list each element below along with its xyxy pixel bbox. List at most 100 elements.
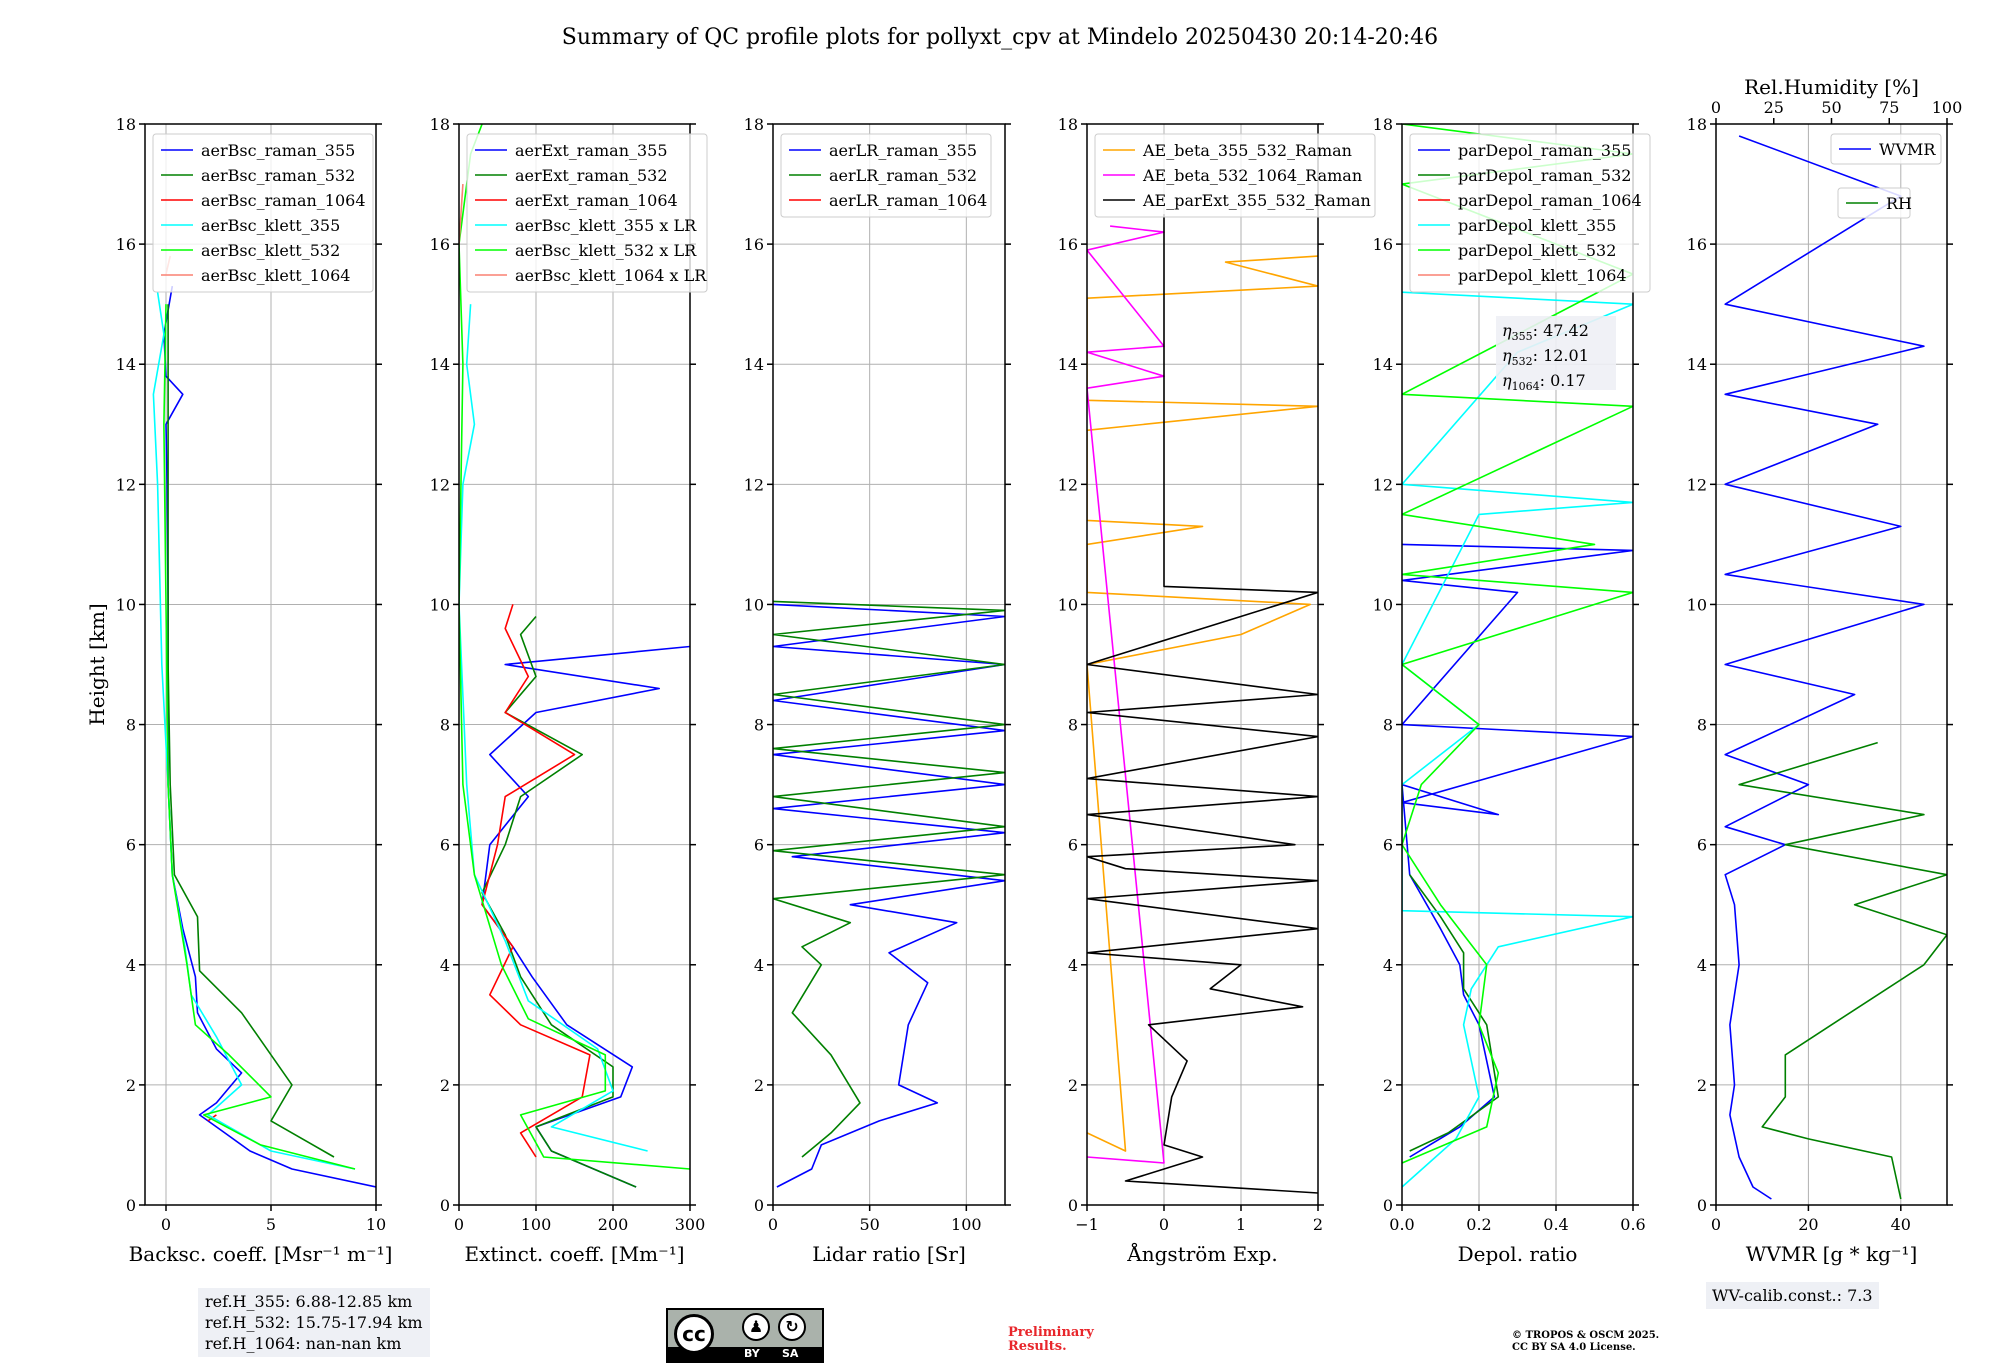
y-tick-label: 18 <box>744 115 764 134</box>
legend-entry: aerExt_raman_1064 <box>515 191 678 210</box>
y-axis-label: Height [km] <box>85 603 109 725</box>
top-x-axis-label: Rel.Humidity [%] <box>1744 75 1919 99</box>
x-axis-label: Backsc. coeff. [Msr⁻¹ m⁻¹] <box>129 1242 393 1266</box>
top-x-tick-label: 100 <box>1932 98 1963 117</box>
y-tick-label: 14 <box>744 355 764 374</box>
x-tick-label: 5 <box>266 1215 276 1234</box>
axes-frame <box>458 123 691 1206</box>
x-tick-label: 200 <box>598 1215 629 1234</box>
y-tick-label: 12 <box>744 475 764 494</box>
y-tick-label: 0 <box>754 1196 764 1215</box>
legend-entry: aerExt_raman_355 <box>515 141 668 160</box>
y-tick-label: 8 <box>754 716 764 735</box>
series-aerBsc_klett_532 <box>163 304 356 1170</box>
x-tick-label: 0 <box>161 1215 171 1234</box>
y-tick-label: 14 <box>1687 355 1707 374</box>
x-tick-label: 100 <box>951 1215 982 1234</box>
y-tick-label: 6 <box>1697 836 1707 855</box>
y-tick-label: 8 <box>1383 716 1393 735</box>
legend-entry: aerBsc_klett_355 <box>201 216 340 235</box>
legend-entry: parDepol_klett_355 <box>1458 216 1616 235</box>
y-tick-label: 18 <box>1058 115 1078 134</box>
legend-box <box>466 133 708 293</box>
series-aerLR_raman_532 <box>773 600 1005 1158</box>
legend-box <box>1409 133 1651 293</box>
x-tick-label: 300 <box>675 1215 706 1234</box>
y-tick-label: 16 <box>430 235 450 254</box>
x-axis-label: Ångström Exp. <box>1126 1241 1277 1266</box>
reference-height-box: ref.H_355: 6.88-12.85 km ref.H_532: 15.7… <box>198 1288 430 1357</box>
legend-entry: aerLR_raman_1064 <box>829 191 987 210</box>
x-tick-label: 0.0 <box>1389 1215 1414 1234</box>
y-tick-label: 0 <box>1383 1196 1393 1215</box>
y-tick-label: 4 <box>1068 956 1078 975</box>
legend-entry: aerLR_raman_532 <box>829 166 977 185</box>
panel-3: 0 2 4 6 8 10 12 14 16 18 0 50 100 Lidar ratio [Sr] aer… <box>744 115 1011 1266</box>
x-tick-label: 0.6 <box>1620 1215 1645 1234</box>
y-tick-label: 4 <box>754 956 764 975</box>
axes-frame <box>1086 123 1319 1206</box>
axes-frame <box>144 123 377 1206</box>
y-tick-label: 10 <box>1373 595 1393 614</box>
y-tick-label: 16 <box>744 235 764 254</box>
y-tick-label: 14 <box>1058 355 1078 374</box>
y-tick-label: 10 <box>116 595 136 614</box>
y-tick-label: 4 <box>126 956 136 975</box>
y-tick-label: 0 <box>1068 1196 1078 1215</box>
eta-symbol: η <box>1502 321 1512 340</box>
x-tick-label: 0 <box>1159 1215 1169 1234</box>
eta-subscript: 355 <box>1512 330 1533 343</box>
series-AE_beta_532_1064_Raman <box>1087 225 1165 1164</box>
sa-share-icon: ↻ <box>778 1313 806 1341</box>
refh-532: ref.H_532: 15.75-17.94 km <box>205 1313 423 1332</box>
series-AE_parExt_355_532_Raman <box>1087 214 1318 1194</box>
sa-label: SA <box>782 1347 799 1360</box>
series-aerBsc_raman_532 <box>167 304 335 1158</box>
series-group <box>1087 214 1318 1194</box>
eta-value: : 47.42 <box>1533 321 1589 340</box>
cc-icon: cc <box>674 1314 714 1354</box>
legend-entry: aerBsc_klett_1064 <box>201 266 350 285</box>
eta-value: : 0.17 <box>1540 371 1586 390</box>
x-tick-label: 1 <box>1236 1215 1246 1234</box>
axes-frame <box>772 123 1006 1206</box>
y-tick-label: 4 <box>440 956 450 975</box>
legend-entry: aerLR_raman_355 <box>829 141 977 160</box>
legend-entry: parDepol_raman_355 <box>1458 141 1631 160</box>
y-tick-label: 2 <box>1068 1076 1078 1095</box>
legend-entry: parDepol_raman_532 <box>1458 166 1631 185</box>
eta-box <box>1496 316 1616 390</box>
panel-5: 0 2 4 6 8 10 12 14 16 18 0.0 0.2 0.4 0.6 Depol. ratio p… <box>1373 115 1651 1266</box>
y-tick-label: 12 <box>1373 475 1393 494</box>
preliminary-line-1: Preliminary <box>1008 1325 1094 1340</box>
series-aerBsc_klett_355 <box>152 292 356 1170</box>
eta-line: η532: 12.01 <box>1502 346 1589 368</box>
wv-calibration-box: WV-calib.const.: 7.3 <box>1706 1282 1879 1309</box>
y-tick-label: 12 <box>430 475 450 494</box>
top-x-tick-label: 25 <box>1764 98 1784 117</box>
x-tick-label: 0 <box>1711 1215 1721 1234</box>
x-axis-label: Depol. ratio <box>1458 1242 1578 1266</box>
x-tick-label: 0 <box>454 1215 464 1234</box>
x-tick-label: 0.4 <box>1543 1215 1568 1234</box>
top-x-tick-label: 75 <box>1879 98 1899 117</box>
legend-entry: aerExt_raman_532 <box>515 166 668 185</box>
y-tick-label: 4 <box>1383 956 1393 975</box>
legend-entry: parDepol_klett_1064 <box>1458 266 1627 285</box>
legend-entry: aerBsc_klett_532 x LR <box>515 241 697 260</box>
x-tick-label: 40 <box>1891 1215 1911 1234</box>
refh-355: ref.H_355: 6.88-12.85 km <box>205 1292 413 1311</box>
eta-symbol: η <box>1502 371 1512 390</box>
series-aerBsc_klett_355 x LR <box>459 304 648 1152</box>
y-tick-label: 6 <box>754 836 764 855</box>
y-tick-label: 8 <box>1697 716 1707 735</box>
y-tick-label: 10 <box>430 595 450 614</box>
series-parDepol_raman_532 <box>1409 874 1500 1152</box>
panel-1: 0 2 4 6 8 10 12 14 16 18 0 5 10 Backsc. coeff. [Msr⁻¹… <box>116 115 393 1266</box>
y-tick-label: 16 <box>1373 235 1393 254</box>
series-aerExt_raman_1064 <box>481 604 591 1158</box>
figure-title: Summary of QC profile plots for pollyxt_… <box>562 25 1438 50</box>
